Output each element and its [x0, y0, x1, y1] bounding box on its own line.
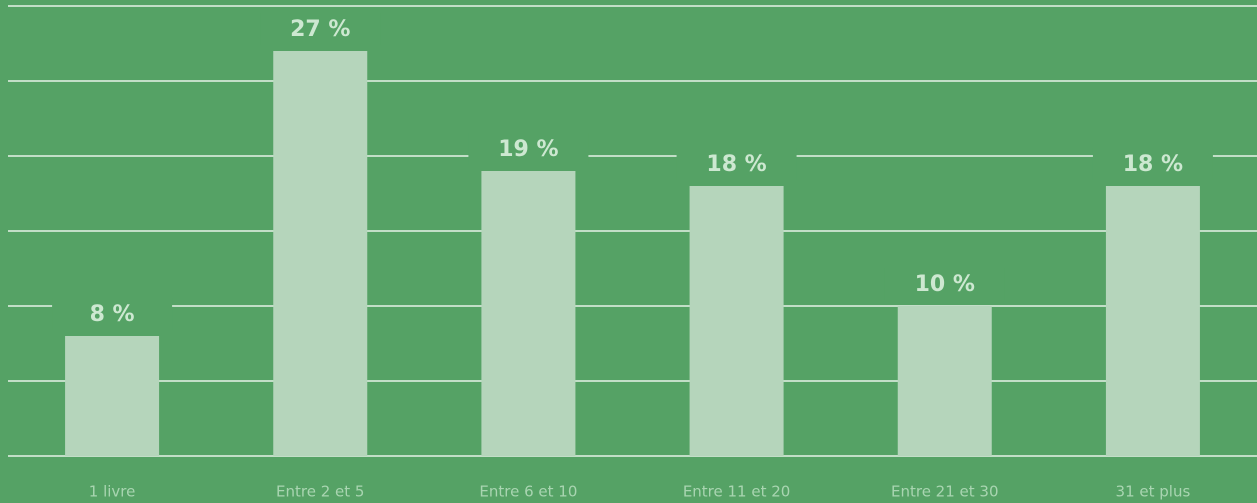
x-tick-label: Entre 6 et 10 — [479, 483, 577, 501]
bar — [65, 336, 160, 456]
bar — [897, 306, 992, 456]
data-label: 19 % — [498, 137, 558, 162]
x-tick-label: Entre 2 et 5 — [276, 483, 364, 501]
data-label: 10 % — [915, 272, 975, 297]
label-background — [884, 268, 1005, 300]
x-tick-label: 1 livre — [89, 483, 136, 501]
bar — [1105, 186, 1200, 456]
data-label: 27 % — [290, 17, 350, 42]
label-background — [52, 298, 173, 330]
data-label: 8 % — [90, 302, 135, 327]
label-background — [1092, 148, 1213, 180]
bar — [273, 51, 368, 456]
label-background — [468, 133, 589, 165]
label-background — [676, 148, 797, 180]
data-label: 18 % — [1123, 152, 1183, 177]
bar — [689, 186, 784, 456]
data-label: 18 % — [706, 152, 766, 177]
bar — [481, 171, 576, 456]
x-tick-label: 31 et plus — [1116, 483, 1191, 501]
x-tick-label: Entre 11 et 20 — [683, 483, 791, 501]
label-background — [260, 13, 381, 45]
x-tick-label: Entre 21 et 30 — [891, 483, 999, 501]
